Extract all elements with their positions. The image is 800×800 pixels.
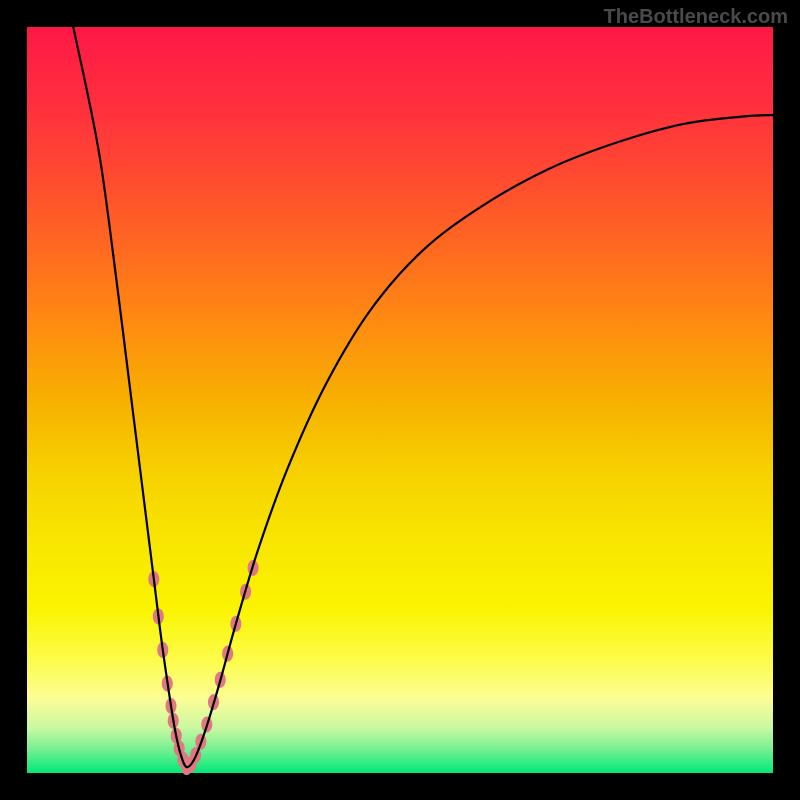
chart-svg xyxy=(0,0,800,800)
bottleneck-chart: TheBottleneck.com xyxy=(0,0,800,800)
watermark-text: TheBottleneck.com xyxy=(604,6,788,29)
chart-plot-background xyxy=(27,27,773,773)
